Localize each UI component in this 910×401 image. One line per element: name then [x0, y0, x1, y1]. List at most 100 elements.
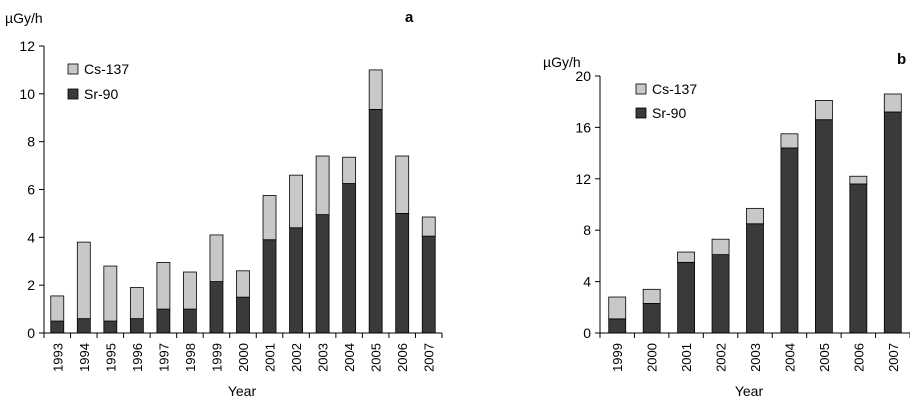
chart-b-x-title: Year	[735, 383, 764, 399]
x-tick-label: 1993	[50, 343, 65, 372]
bar-cs137-2000	[642, 288, 661, 304]
bar-cs137-2002	[711, 238, 730, 256]
legend-swatch-sr90	[67, 88, 79, 100]
bar-cs137-2004	[342, 156, 357, 184]
bar-sr90-1993	[50, 320, 65, 334]
bar-cs137-2007	[421, 216, 436, 237]
x-tick-label: 2003	[748, 343, 763, 372]
bar-cs137-1998	[183, 271, 197, 310]
x-tick-label: 2004	[342, 343, 357, 372]
bar-cs137-2002	[289, 174, 303, 229]
legend-swatch-cs137	[635, 83, 647, 95]
legend-swatch-cs137	[67, 63, 79, 75]
bar-cs137-2001	[677, 251, 696, 263]
x-tick-label: 2000	[236, 343, 251, 372]
bar-cs137-2004	[780, 133, 799, 149]
y-tick-label: 8	[27, 134, 35, 150]
chart-b: 0 4 8 12 16 20 1999 2000 2001 2002 2003 2004 2005 200…	[575, 68, 910, 372]
legend-label-cs137: Cs-137	[84, 61, 129, 77]
bar-cs137-2003	[746, 207, 764, 225]
x-tick-label: 2006	[395, 343, 410, 372]
y-tick-label: 8	[583, 222, 591, 238]
bar-cs137-2000	[236, 270, 250, 298]
bar-cs137-1999	[209, 234, 224, 282]
bar-cs137-1994	[76, 241, 91, 320]
bar-sr90-2002	[711, 254, 730, 334]
y-tick-label: 20	[575, 68, 591, 84]
y-tick-label: 6	[27, 182, 35, 198]
x-tick-label: 2003	[316, 343, 331, 372]
x-tick-label: 2000	[645, 343, 660, 372]
legend-swatch-sr90	[635, 107, 647, 119]
bar-cs137-2003	[315, 155, 330, 216]
x-tick-label: 2005	[817, 343, 832, 372]
y-tick-label: 4	[583, 274, 591, 290]
bar-sr90-2006	[849, 183, 868, 334]
bar-sr90-2001	[677, 261, 696, 334]
x-tick-label: 2001	[263, 343, 278, 372]
y-tick-label: 16	[575, 119, 591, 135]
chart-a-panel-label: a	[405, 9, 414, 26]
y-tick-label: 4	[27, 229, 35, 245]
chart-a: 0 2 4 6 8 10 12 1993 1994 1995 1996 1997 1998 1999 200…	[19, 38, 443, 372]
bar-sr90-1998	[183, 308, 197, 334]
bar-cs137-1993	[50, 295, 65, 322]
bar-cs137-2006	[849, 175, 868, 185]
bar-sr90-1999	[209, 281, 224, 334]
x-tick-label: 2007	[886, 343, 901, 372]
y-tick-label: 0	[583, 325, 591, 341]
y-tick-label: 2	[27, 277, 35, 293]
x-tick-label: 1994	[77, 343, 92, 372]
chart-a-x-title: Year	[228, 383, 257, 399]
x-tick-label: 2002	[289, 343, 304, 372]
bar-cs137-2006	[395, 155, 410, 214]
x-tick-label: 2005	[369, 343, 384, 372]
chart-b-panel-label: b	[897, 51, 906, 68]
bar-cs137-1999	[608, 296, 627, 320]
bar-sr90-2005	[368, 108, 383, 334]
bar-sr90-2000	[236, 296, 250, 334]
bar-sr90-2003	[315, 214, 330, 334]
bar-cs137-2005	[814, 100, 833, 121]
bar-cs137-1995	[103, 265, 118, 322]
bar-sr90-2006	[395, 213, 410, 334]
bar-sr90-1996	[129, 318, 144, 334]
x-tick-label: 1999	[610, 343, 625, 372]
bar-cs137-2001	[262, 195, 277, 241]
bar-sr90-1999	[608, 318, 627, 334]
bar-sr90-2004	[342, 183, 357, 334]
bar-sr90-2005	[814, 119, 833, 334]
y-tick-label: 10	[19, 86, 35, 102]
chart-a-y-unit: µGy/h	[5, 10, 43, 26]
x-tick-label: 1999	[209, 343, 224, 372]
bar-sr90-1995	[103, 320, 118, 334]
y-tick-label: 12	[19, 38, 35, 54]
x-tick-label: 1996	[130, 343, 145, 372]
bar-sr90-2000	[642, 303, 661, 334]
bar-sr90-2007	[883, 111, 902, 334]
bar-sr90-2007	[421, 235, 436, 334]
bar-sr90-1997	[156, 308, 171, 334]
bar-sr90-2001	[262, 239, 277, 334]
chart-b-y-unit: µGy/h	[543, 54, 581, 70]
legend-label-sr90: Sr-90	[84, 86, 118, 102]
bar-sr90-2002	[289, 227, 303, 334]
x-tick-label: 1998	[183, 343, 198, 372]
bar-cs137-2007	[883, 93, 902, 113]
y-tick-label: 12	[575, 171, 591, 187]
bar-cs137-1996	[129, 287, 144, 320]
x-tick-label: 1997	[156, 343, 171, 372]
legend-label-sr90: Sr-90	[652, 105, 686, 121]
bar-cs137-2005	[368, 69, 383, 110]
x-tick-label: 2004	[782, 343, 797, 372]
y-tick-label: 0	[27, 325, 35, 341]
x-tick-label: 1995	[103, 343, 118, 372]
bar-sr90-2003	[746, 223, 764, 334]
bar-sr90-2004	[780, 147, 799, 334]
x-tick-label: 2001	[679, 343, 694, 372]
bar-sr90-1994	[76, 318, 91, 334]
x-tick-label: 2006	[851, 343, 866, 372]
bar-cs137-1997	[156, 262, 171, 310]
legend-label-cs137: Cs-137	[652, 81, 697, 97]
